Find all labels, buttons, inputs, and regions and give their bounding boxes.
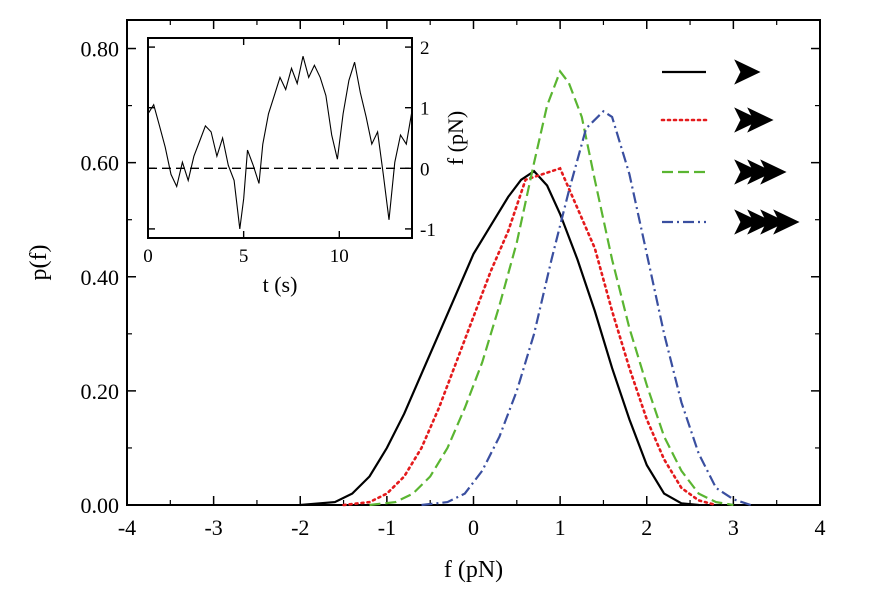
legend-chevron-4-3: [760, 209, 787, 235]
x-tick-label: 1: [555, 515, 566, 540]
series-line-2: [342, 166, 718, 507]
legend: [660, 59, 800, 235]
series-line-1: [300, 169, 699, 507]
inset-y-tick-label: 1: [420, 99, 430, 120]
x-tick-label: 4: [815, 515, 826, 540]
y-axis-label: p(f): [26, 245, 52, 281]
inset-trace: [147, 56, 413, 229]
x-tick-label: -4: [118, 515, 136, 540]
y-tick-label: 0.00: [81, 493, 120, 518]
inset-y-tick-label: 2: [420, 38, 430, 59]
legend-chevron-1-1: [734, 59, 761, 85]
y-tick-label: 0.40: [81, 265, 120, 290]
inset-x-tick-label: 0: [143, 246, 153, 267]
x-tick-label: -2: [291, 515, 309, 540]
legend-chevron-3-2: [747, 159, 774, 185]
legend-chevron-2-2: [747, 107, 774, 133]
x-tick-label: 2: [641, 515, 652, 540]
series-line-4: [421, 109, 752, 507]
inset-y-tick-label: 0: [420, 159, 430, 180]
legend-chevron-4-4: [773, 209, 800, 235]
x-tick-label: 0: [468, 515, 479, 540]
inset-y-axis-label: f (pN): [443, 111, 468, 165]
legend-chevron-4-2: [747, 209, 774, 235]
y-tick-label: 0.60: [81, 151, 120, 176]
inset-x-axis-label: t (s): [263, 272, 298, 297]
x-tick-label: 3: [728, 515, 739, 540]
x-tick-label: -1: [378, 515, 396, 540]
x-tick-label: -3: [204, 515, 222, 540]
legend-chevron-2-1: [734, 107, 761, 133]
legend-chevron-3-3: [760, 159, 787, 185]
inset-y-tick-label: -1: [420, 220, 436, 241]
y-tick-label: 0.20: [81, 379, 120, 404]
main-plot: -4 -3 -2 -1 0 1 2 3 4 0.00 0.20 0.40 0.60 0.80 f (pN) p…: [26, 19, 826, 583]
inset-x-tick-label: 5: [239, 246, 249, 267]
inset-x-tick-label: 10: [330, 246, 349, 267]
x-axis-label: f (pN): [444, 557, 503, 583]
series-line-3: [369, 69, 734, 507]
legend-chevron-4-1: [734, 209, 761, 235]
inset-plot: 0 5 10 -1 0 1 2 t (s) f (pN): [143, 37, 468, 297]
inset-frame: [147, 37, 413, 239]
legend-chevron-3-1: [734, 159, 761, 185]
y-tick-label: 0.80: [81, 37, 120, 62]
